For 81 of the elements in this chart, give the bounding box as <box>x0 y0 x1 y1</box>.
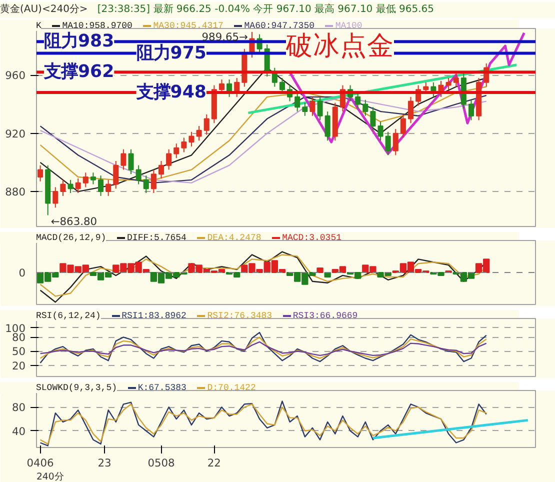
legend-label: MACD:3.0351 <box>281 233 342 243</box>
candlestick <box>128 148 134 175</box>
candlestick <box>158 160 164 179</box>
candlestick <box>355 92 361 110</box>
x-tick-label: 0508 <box>148 456 176 470</box>
candlestick <box>400 114 406 138</box>
legend-label: MA10:958.9700 <box>61 21 132 31</box>
y-tick-label: 80 <box>12 401 26 414</box>
annotation: 破冰点金 <box>285 30 394 62</box>
candlestick <box>453 73 459 88</box>
candlestick <box>68 179 74 194</box>
ref-line-label: 0 <box>18 266 26 280</box>
legend-title: SLOWKD(9,3,3,5) <box>36 383 118 393</box>
y-tick-label: 20 <box>12 359 26 372</box>
candlestick <box>392 128 398 156</box>
bar <box>316 268 324 273</box>
candlestick <box>370 106 376 131</box>
line-series <box>40 332 487 364</box>
annotation: ←863.80 <box>50 215 98 228</box>
candlestick <box>120 148 126 170</box>
candlestick <box>446 78 452 90</box>
ref-line-label: 阻力975 <box>136 43 206 64</box>
legend-label: MA100 <box>334 21 362 31</box>
y-tick-label: 920 <box>5 127 26 140</box>
chart-title: 黄金(AU)<240分> <box>0 4 88 15</box>
candlestick <box>302 102 308 116</box>
candlestick <box>174 143 180 159</box>
candlestick <box>408 96 414 124</box>
candlestick <box>468 99 474 121</box>
candlestick <box>324 110 330 142</box>
candlestick <box>82 172 88 188</box>
candlestick <box>75 178 81 194</box>
candlestick <box>150 169 156 194</box>
candlestick <box>98 175 104 196</box>
legend-label: RSI3:66.9669 <box>292 311 358 321</box>
candlestick <box>143 175 149 194</box>
x-tick-label: 22 <box>207 456 221 470</box>
legend-label: K:67.5383 <box>136 383 186 393</box>
legend-label: D:70.1422 <box>206 383 256 393</box>
annotation: 989.65→ <box>202 30 248 44</box>
y-tick-label: 40 <box>12 424 26 438</box>
legend-label: MA60:947.7350 <box>243 21 314 31</box>
candlestick <box>310 96 316 116</box>
candlestick <box>113 160 119 190</box>
candlestick <box>188 131 194 147</box>
legend-label: RSI1:83.8962 <box>120 311 186 321</box>
candlestick <box>294 92 300 112</box>
text: 240分 <box>36 472 64 482</box>
candlestick <box>196 126 202 142</box>
x-tick-label: 23 <box>98 456 112 470</box>
text: RSI2:76.3483 <box>206 311 272 321</box>
y-tick-label: 880 <box>5 186 26 199</box>
candlestick <box>317 96 323 121</box>
candlestick <box>52 186 58 208</box>
legend-title: RSI(6,12,24) <box>36 311 101 321</box>
ref-line-label: 阻力983 <box>44 32 114 52</box>
y-tick-label: 80 <box>12 331 26 344</box>
legend-label: MA30:945.4317 <box>152 21 224 31</box>
candlestick <box>204 114 210 136</box>
line-series <box>40 341 487 356</box>
candlestick <box>166 148 172 170</box>
line-series <box>40 336 487 359</box>
legend-title: K <box>36 21 42 31</box>
legend-label: DEA:4.2478 <box>206 233 262 243</box>
candlestick <box>385 131 391 156</box>
x-tick-label: 0406 <box>26 456 54 470</box>
y-tick-label: 50 <box>12 345 26 358</box>
legend-title: MACD(26,12,9) <box>36 233 106 243</box>
ref-line-label: 支撑948 <box>135 82 206 103</box>
candlestick <box>90 172 96 185</box>
candlestick <box>181 137 187 153</box>
y-tick-label: 960 <box>5 69 26 82</box>
candlestick <box>38 164 44 182</box>
candlestick <box>362 99 368 116</box>
candlestick <box>136 164 142 185</box>
candlestick <box>106 179 112 196</box>
candlestick <box>378 121 384 142</box>
legend-label: DIFF:5.7654 <box>126 233 186 243</box>
chart-subtitle: [23:38:35] 最新 966.25 -0.04% 今开 967.10 最高 967.10 最低 965.65 <box>97 4 434 15</box>
candlestick <box>60 179 66 196</box>
ref-line-label: 支撑962 <box>42 62 114 82</box>
